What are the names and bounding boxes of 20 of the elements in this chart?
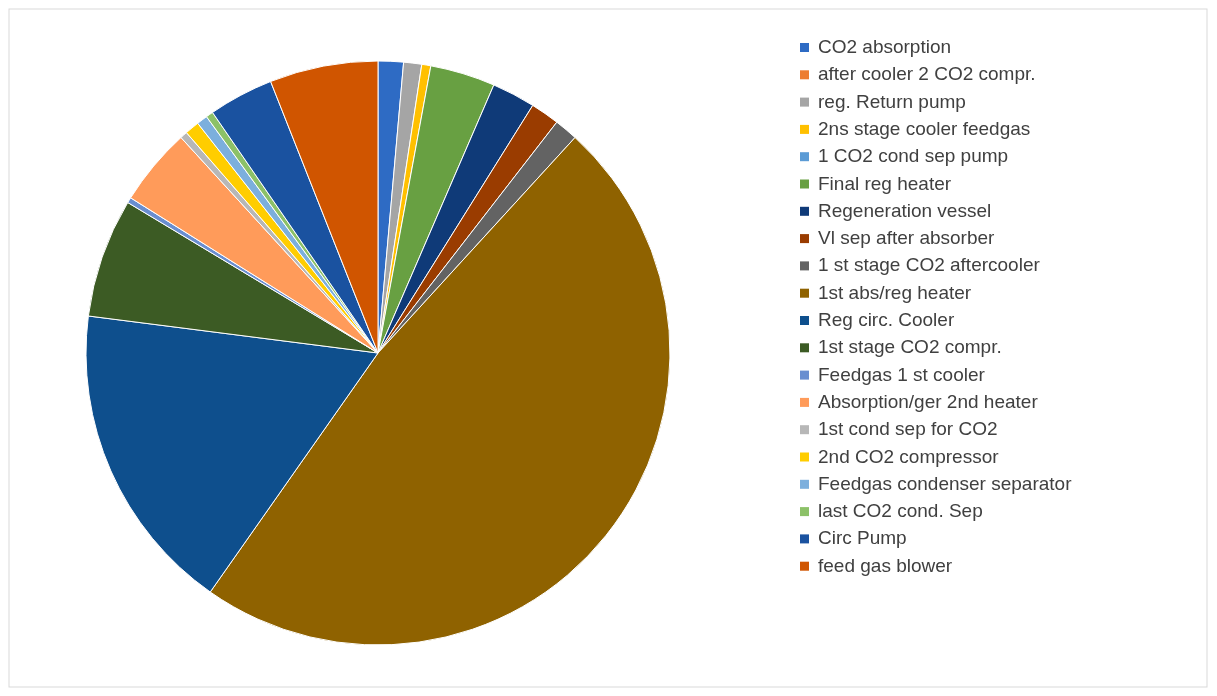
legend-label: 2ns stage cooler feedgas — [818, 117, 1031, 139]
legend-label: reg. Return pump — [818, 90, 966, 112]
legend-label: Vl sep after absorber — [818, 227, 996, 249]
legend-label: 1st abs/reg heater — [818, 281, 972, 303]
legend-label: last CO2 cond. Sep — [818, 500, 983, 522]
legend-label: Absorption/ger 2nd heater — [818, 390, 1039, 412]
legend-label: feed gas blower — [818, 554, 953, 576]
legend-label: 1st cond sep for CO2 — [818, 418, 998, 440]
legend-label: 1 st stage CO2 aftercooler — [818, 254, 1041, 276]
legend-label: Regeneration vessel — [818, 199, 992, 221]
legend-label: 2nd CO2 compressor — [818, 445, 1000, 467]
legend-label: 1st stage CO2 compr. — [818, 336, 1002, 358]
legend-label: Feedgas 1 st cooler — [818, 363, 986, 385]
legend-label: Feedgas condenser separator — [818, 472, 1073, 494]
legend-label: Circ Pump — [818, 527, 907, 549]
legend-label: Reg circ. Cooler — [818, 309, 955, 331]
legend-label: after cooler 2 CO2 compr. — [818, 63, 1036, 85]
legend-label: CO2 absorption — [818, 36, 952, 58]
legend-label: 1 CO2 cond sep pump — [818, 145, 1009, 167]
legend-label: Final reg heater — [818, 172, 952, 194]
